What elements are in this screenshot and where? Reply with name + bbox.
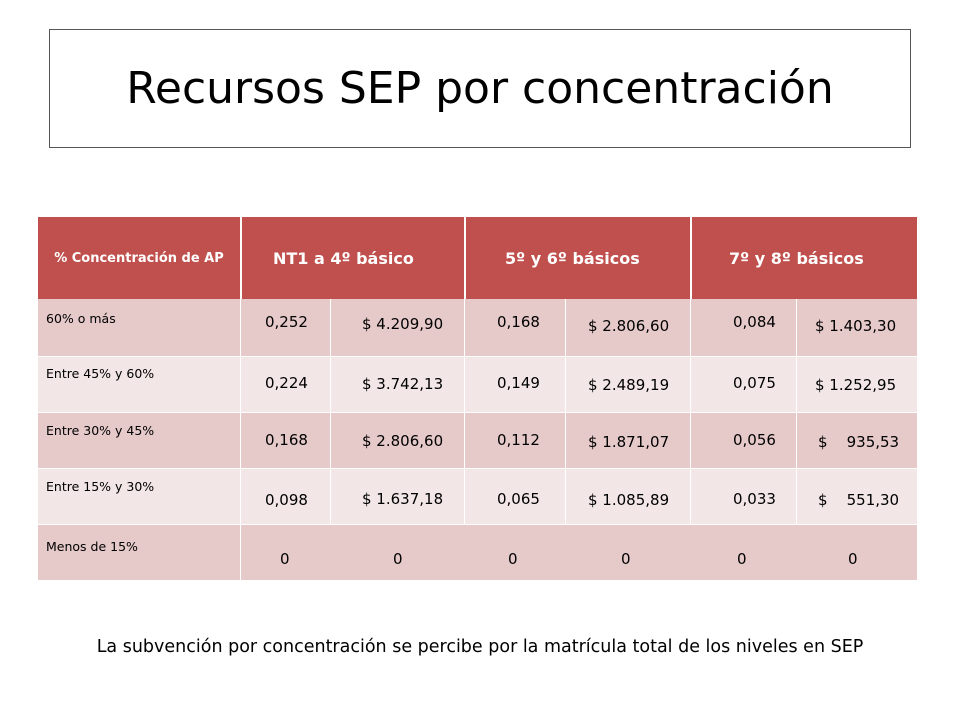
column-divider xyxy=(464,469,465,524)
header-separator xyxy=(240,217,242,299)
column-divider xyxy=(690,299,691,356)
footer-note: La subvención por concentración se perci… xyxy=(96,637,864,657)
7-8-amount: $ 1.252,95 xyxy=(815,375,897,394)
5-6-factor: 0 xyxy=(508,549,518,568)
5-6-amount: $ 1.085,89 xyxy=(588,490,670,509)
column-divider xyxy=(330,357,331,412)
column-divider xyxy=(796,299,797,356)
header-5-6: 5º y 6º básicos xyxy=(505,248,640,268)
column-divider xyxy=(240,469,241,524)
column-divider xyxy=(796,413,797,468)
header-nt1-4: NT1 a 4º básico xyxy=(273,248,414,268)
column-divider xyxy=(565,413,566,468)
5-6-amount: $ 1.871,07 xyxy=(588,432,670,451)
row-label: Entre 15% y 30% xyxy=(46,479,155,494)
column-divider xyxy=(330,299,331,356)
column-divider xyxy=(464,413,465,468)
7-8-factor: 0,075 xyxy=(733,373,776,392)
table-row: Entre 30% y 45% 0,168 $ 2.806,60 0,112 $… xyxy=(38,413,917,469)
nt1-4-amount: $ 2.806,60 xyxy=(362,431,444,450)
column-divider xyxy=(330,413,331,468)
header-7-8: 7º y 8º básicos xyxy=(729,248,864,268)
column-divider xyxy=(464,357,465,412)
column-divider xyxy=(565,299,566,356)
5-6-factor: 0,149 xyxy=(497,373,540,392)
7-8-amount: $ 551,30 xyxy=(818,490,900,509)
column-divider xyxy=(565,357,566,412)
nt1-4-amount: $ 1.637,18 xyxy=(362,489,444,508)
column-divider xyxy=(240,413,241,468)
7-8-amount: 0 xyxy=(848,549,858,568)
header-concentracion: % Concentración de AP xyxy=(38,217,240,299)
header-concentracion-label: % Concentración de AP xyxy=(54,250,224,266)
nt1-4-amount: 0 xyxy=(393,549,403,568)
nt1-4-amount: $ 3.742,13 xyxy=(362,374,444,393)
table-row: Menos de 15% 0 0 0 0 0 0 xyxy=(38,525,917,581)
table-row: Entre 15% y 30% 0,098 $ 1.637,18 0,065 $… xyxy=(38,469,917,525)
table-row: Entre 45% y 60% 0,224 $ 3.742,13 0,149 $… xyxy=(38,357,917,413)
header-separator xyxy=(464,217,466,299)
column-divider xyxy=(240,525,241,580)
column-divider xyxy=(330,469,331,524)
column-divider xyxy=(690,469,691,524)
nt1-4-amount: $ 4.209,90 xyxy=(362,314,444,333)
title-box: Recursos SEP por concentración xyxy=(49,29,911,148)
nt1-4-factor: 0,098 xyxy=(265,490,308,509)
nt1-4-factor: 0,252 xyxy=(265,312,308,331)
column-divider xyxy=(464,299,465,356)
5-6-amount: $ 2.489,19 xyxy=(588,375,670,394)
7-8-amount: $ 1.403,30 xyxy=(815,316,897,335)
column-divider xyxy=(565,469,566,524)
table-row: 60% o más 0,252 $ 4.209,90 0,168 $ 2.806… xyxy=(38,299,917,357)
column-divider xyxy=(796,357,797,412)
nt1-4-factor: 0,168 xyxy=(265,430,308,449)
column-divider xyxy=(690,413,691,468)
7-8-factor: 0,084 xyxy=(733,312,776,331)
7-8-factor: 0,033 xyxy=(733,489,776,508)
row-label: Entre 45% y 60% xyxy=(46,366,155,381)
7-8-amount: $ 935,53 xyxy=(818,432,900,451)
7-8-factor: 0,056 xyxy=(733,430,776,449)
5-6-factor: 0,112 xyxy=(497,430,540,449)
header-separator xyxy=(690,217,692,299)
page-title: Recursos SEP por concentración xyxy=(126,63,834,114)
row-label: 60% o más xyxy=(46,311,116,326)
concentration-table: % Concentración de AP NT1 a 4º básico 5º… xyxy=(38,217,917,581)
column-divider xyxy=(690,357,691,412)
5-6-amount: $ 2.806,60 xyxy=(588,316,670,335)
column-divider xyxy=(240,299,241,356)
nt1-4-factor: 0 xyxy=(280,549,290,568)
5-6-amount: 0 xyxy=(621,549,631,568)
5-6-factor: 0,168 xyxy=(497,312,540,331)
column-divider xyxy=(796,469,797,524)
nt1-4-factor: 0,224 xyxy=(265,373,308,392)
table-header-row: % Concentración de AP NT1 a 4º básico 5º… xyxy=(38,217,917,299)
row-label: Menos de 15% xyxy=(46,539,138,554)
column-divider xyxy=(240,357,241,412)
row-label: Entre 30% y 45% xyxy=(46,423,155,438)
7-8-factor: 0 xyxy=(737,549,747,568)
5-6-factor: 0,065 xyxy=(497,489,540,508)
